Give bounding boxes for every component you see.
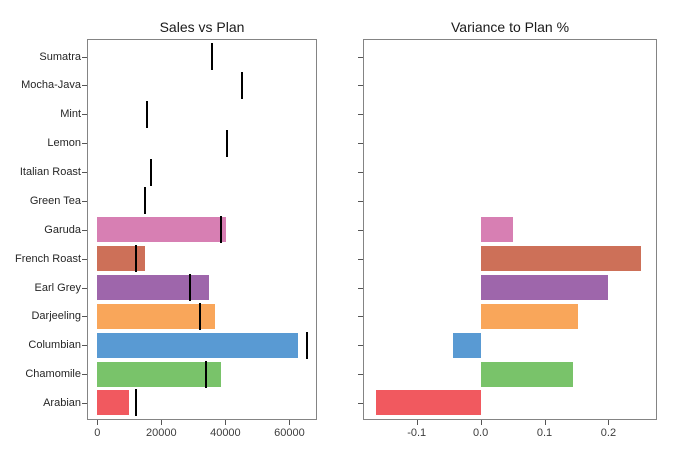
y-axis-tick <box>358 56 363 58</box>
category-label-italian-roast: Italian Roast <box>19 166 81 179</box>
category-label-columbian: Columbian <box>28 339 81 352</box>
x-axis-tick-label: 0 <box>94 427 101 439</box>
right-chart-title: Variance to Plan % <box>450 19 570 35</box>
plan-tick-lemon <box>226 129 229 157</box>
plan-tick-sumatra <box>211 43 214 71</box>
x-axis-tick-label: 20000 <box>146 427 177 439</box>
x-axis-tick-label: 40000 <box>210 427 241 439</box>
plan-tick-mint <box>145 100 148 128</box>
y-axis-tick <box>82 374 87 376</box>
category-label-arabian: Arabian <box>43 396 81 409</box>
category-label-earl-grey: Earl Grey <box>34 281 81 294</box>
y-axis-tick <box>82 258 87 260</box>
bar-sales-arabian <box>97 390 130 416</box>
bar-sales-earl-grey <box>97 275 210 301</box>
y-axis-tick <box>82 345 87 347</box>
y-axis-tick <box>358 172 363 174</box>
y-axis-tick <box>358 345 363 347</box>
category-label-sumatra: Sumatra <box>39 50 81 63</box>
y-axis-tick <box>358 316 363 318</box>
category-label-green-tea: Green Tea <box>29 194 81 207</box>
bar-variance-earl-grey <box>480 275 609 301</box>
y-axis-tick <box>358 374 363 376</box>
bar-sales-columbian <box>97 332 298 358</box>
y-axis-tick <box>82 172 87 174</box>
bar-sales-chamomile <box>97 361 221 387</box>
y-axis-tick <box>358 258 363 260</box>
y-axis-tick <box>82 229 87 231</box>
plan-tick-columbian <box>306 331 309 359</box>
x-axis-tick <box>544 420 546 425</box>
plan-tick-mocha-java <box>241 71 244 99</box>
x-axis-tick-label: 0.1 <box>536 427 553 439</box>
category-label-garuda: Garuda <box>44 223 81 236</box>
category-label-french-roast: French Roast <box>14 252 81 265</box>
category-label-lemon: Lemon <box>47 137 81 150</box>
category-label-mocha-java: Mocha-Java <box>21 79 81 92</box>
x-axis-tick <box>161 420 163 425</box>
plan-tick-arabian <box>134 389 137 417</box>
x-axis-tick <box>289 420 291 425</box>
plan-tick-green-tea <box>143 187 146 215</box>
y-axis-tick <box>82 114 87 116</box>
bar-sales-garuda <box>97 217 227 243</box>
y-axis-tick <box>358 85 363 87</box>
plan-tick-garuda <box>220 216 223 244</box>
bar-variance-darjeeling <box>480 303 578 329</box>
plan-tick-darjeeling <box>199 302 202 330</box>
y-axis-tick <box>82 85 87 87</box>
bar-variance-arabian <box>375 390 481 416</box>
bar-variance-columbian <box>453 332 481 358</box>
y-axis-tick <box>82 402 87 404</box>
x-axis-tick <box>97 420 99 425</box>
y-axis-tick <box>82 143 87 145</box>
bar-variance-chamomile <box>480 361 573 387</box>
x-axis-tick-label: 0.0 <box>472 427 489 439</box>
plan-tick-french-roast <box>134 245 137 273</box>
x-axis-tick <box>608 420 610 425</box>
x-axis-tick <box>225 420 227 425</box>
x-axis-tick <box>416 420 418 425</box>
left-chart-title: Sales vs Plan <box>159 19 245 35</box>
category-label-chamomile: Chamomile <box>25 368 81 381</box>
plan-tick-italian-roast <box>149 158 152 186</box>
bar-sales-darjeeling <box>97 303 216 329</box>
bar-variance-french-roast <box>480 246 641 272</box>
x-axis-tick-label: 60000 <box>274 427 305 439</box>
x-axis-tick-label: 0.2 <box>600 427 617 439</box>
category-label-darjeeling: Darjeeling <box>31 310 81 323</box>
y-axis-tick <box>358 402 363 404</box>
y-axis-tick <box>82 200 87 202</box>
x-axis-tick <box>480 420 482 425</box>
plan-tick-earl-grey <box>189 274 192 302</box>
y-axis-tick <box>358 143 363 145</box>
y-axis-tick <box>82 287 87 289</box>
y-axis-tick <box>82 56 87 58</box>
y-axis-tick <box>82 316 87 318</box>
category-label-mint: Mint <box>60 108 81 121</box>
bar-sales-french-roast <box>97 246 145 272</box>
y-axis-tick <box>358 114 363 116</box>
y-axis-tick <box>358 287 363 289</box>
bar-variance-garuda <box>480 217 514 243</box>
plan-tick-chamomile <box>204 360 207 388</box>
x-axis-tick-label: -0.1 <box>407 427 427 439</box>
y-axis-tick <box>358 200 363 202</box>
y-axis-tick <box>358 229 363 231</box>
